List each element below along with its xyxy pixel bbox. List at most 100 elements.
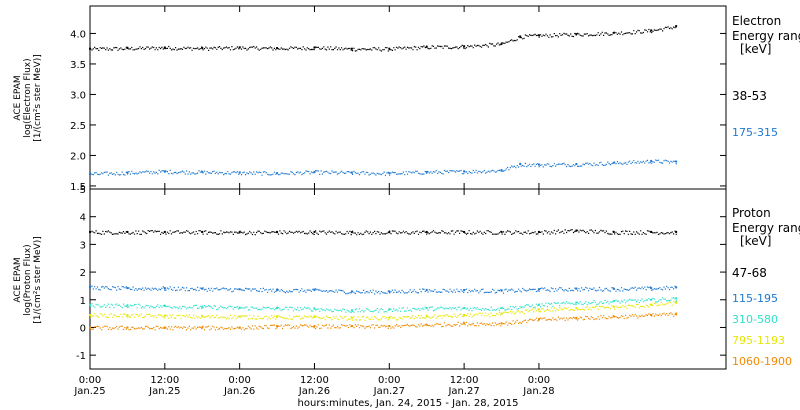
panel1-series-3-point bbox=[350, 316, 353, 319]
panel1-series-3-point bbox=[163, 314, 166, 317]
panel0-ytick-label-1: 2.0 bbox=[70, 151, 86, 162]
panel0-series-1-point bbox=[388, 172, 391, 175]
proton-ylabel-line1: ACE EPAM bbox=[13, 257, 23, 302]
panel1-series-2-point bbox=[575, 301, 578, 304]
panel0-series-1-point bbox=[537, 163, 540, 166]
panel1-series-2-point bbox=[238, 306, 241, 309]
panel0-series-1-point bbox=[313, 170, 316, 173]
panel1-series-3-point bbox=[388, 316, 391, 319]
panel0-series-0-point bbox=[313, 46, 316, 49]
x-tick-date-4: Jan.27 bbox=[373, 386, 405, 397]
panel1-series-0-point bbox=[425, 230, 428, 233]
electron-legend-series-1: 175-315 bbox=[732, 126, 778, 139]
proton-panel-frame bbox=[89, 188, 727, 370]
panel0-series-0-point bbox=[201, 47, 204, 50]
panel0-series-0-point bbox=[425, 45, 428, 48]
panel0-series-0-point bbox=[537, 34, 540, 37]
panel1-ytick-label-4: 3 bbox=[80, 240, 86, 251]
panel1-series-3-point bbox=[463, 314, 466, 316]
panel1-series-4-point bbox=[537, 318, 540, 321]
x-axis-label: hours:minutes, Jan. 24, 2015 - Jan. 28, … bbox=[298, 398, 519, 409]
panel1-ytick-label-0: -1 bbox=[76, 351, 86, 362]
electron-ylabel-line1: ACE EPAM bbox=[13, 75, 23, 120]
x-tick-time-1: 12:00 bbox=[150, 375, 179, 386]
panel1-series-4-point bbox=[276, 325, 279, 328]
x-tick-time-4: 0:00 bbox=[378, 375, 400, 386]
panel1-series-0-point bbox=[276, 230, 279, 233]
panel0-ytick-label-5: 4.0 bbox=[70, 29, 86, 40]
electron-legend-series-0: 38-53 bbox=[732, 89, 767, 103]
x-tick-time-6: 0:00 bbox=[528, 375, 550, 386]
panel0-series-0-point bbox=[350, 47, 353, 50]
panel0-series-0-point bbox=[463, 45, 466, 48]
panel1-series-2-point bbox=[163, 304, 166, 307]
panel0-series-0-point bbox=[519, 35, 522, 38]
panel1-series-0-point bbox=[238, 231, 241, 234]
panel1-series-0-point bbox=[350, 231, 353, 234]
proton-legend-series-1: 115-195 bbox=[732, 292, 778, 305]
proton-legend-title-line3: [keV] bbox=[740, 234, 771, 248]
x-tick-time-5: 12:00 bbox=[450, 375, 479, 386]
panel1-series-1-point bbox=[276, 289, 279, 292]
panel1-series-2-point bbox=[201, 305, 204, 308]
panel1-series-1-trace bbox=[90, 285, 677, 295]
electron-legend-title-line3: [keV] bbox=[740, 42, 771, 56]
panel0-series-0-point bbox=[163, 46, 166, 49]
panel1-ytick-label-3: 2 bbox=[80, 268, 86, 279]
panel1-series-2-point bbox=[537, 303, 540, 306]
panel1-series-4-point bbox=[313, 325, 316, 328]
panel1-series-0-point bbox=[388, 231, 391, 234]
proton-legend-series-0: 47-68 bbox=[732, 266, 767, 280]
panel1-series-1-point bbox=[612, 287, 615, 290]
panel1-series-4-point bbox=[89, 326, 91, 329]
panel1-series-1-point bbox=[313, 289, 316, 292]
panel0-series-0-trace bbox=[90, 26, 677, 52]
panel1-series-2-point bbox=[388, 308, 391, 311]
panel0-series-1-point bbox=[650, 159, 653, 162]
electron-legend-title-line1: Electron bbox=[732, 14, 781, 28]
panel0-series-0-point bbox=[675, 25, 678, 28]
panel0-series-1-trace bbox=[90, 159, 677, 176]
panel1-series-2-point bbox=[89, 303, 91, 306]
x-tick-time-0: 0:00 bbox=[79, 375, 101, 386]
panel1-series-1-point bbox=[650, 287, 653, 290]
panel1-series-0-point bbox=[675, 230, 678, 233]
panel0-series-0-point bbox=[575, 33, 578, 36]
panel1-series-2-point bbox=[276, 307, 279, 310]
panel1-ytick-label-1: 0 bbox=[80, 323, 86, 334]
proton-legend-series-3: 795-1193 bbox=[732, 334, 785, 347]
proton-legend-series-2: 310-580 bbox=[732, 313, 778, 326]
panel0-series-0-point bbox=[126, 47, 129, 50]
plot-layer: 1.52.02.53.03.54.0-10123450:00Jan.2512:0… bbox=[70, 6, 726, 397]
panel1-series-4-point bbox=[201, 326, 204, 329]
panel1-series-3-point bbox=[238, 315, 241, 318]
panel1-ytick-label-6: 5 bbox=[80, 185, 86, 196]
panel1-series-1-point bbox=[163, 287, 166, 290]
x-tick-date-2: Jan.26 bbox=[223, 386, 255, 397]
panel0-series-1-point bbox=[500, 169, 503, 172]
panel1-series-1-point bbox=[388, 290, 391, 293]
panel1-series-3-point bbox=[126, 314, 129, 316]
panel1-series-3-point bbox=[201, 315, 204, 318]
proton-ylabel-line2: log(Proton Flux) bbox=[23, 244, 33, 315]
proton-legend-series-4: 1060-1900 bbox=[732, 355, 792, 368]
x-tick-date-1: Jan.25 bbox=[148, 386, 180, 397]
proton-ylabel-line3: [1/(cm²s ster MeV)] bbox=[33, 236, 43, 323]
panel1-series-3-point bbox=[89, 314, 91, 316]
panel0-series-1-point bbox=[675, 160, 678, 163]
panel1-series-4-point bbox=[650, 314, 653, 316]
panel1-series-4-point bbox=[350, 325, 353, 328]
panel1-series-3-point bbox=[425, 315, 428, 318]
electron-ylabel-line3: [1/(cm²s ster MeV)] bbox=[33, 54, 43, 141]
panel0-series-0-point bbox=[500, 42, 503, 45]
panel1-series-0-point bbox=[500, 230, 503, 233]
panel1-series-0-trace bbox=[90, 229, 677, 236]
x-tick-date-6: Jan.28 bbox=[522, 386, 554, 397]
panel0-series-1-point bbox=[163, 170, 166, 173]
panel0-ytick-label-3: 3.0 bbox=[70, 90, 86, 101]
panel1-series-1-point bbox=[350, 290, 353, 293]
panel1-series-1-point bbox=[463, 289, 466, 292]
electron-ylabel-line2: log(Electron Flux) bbox=[23, 58, 33, 137]
x-tick-time-2: 0:00 bbox=[228, 375, 250, 386]
